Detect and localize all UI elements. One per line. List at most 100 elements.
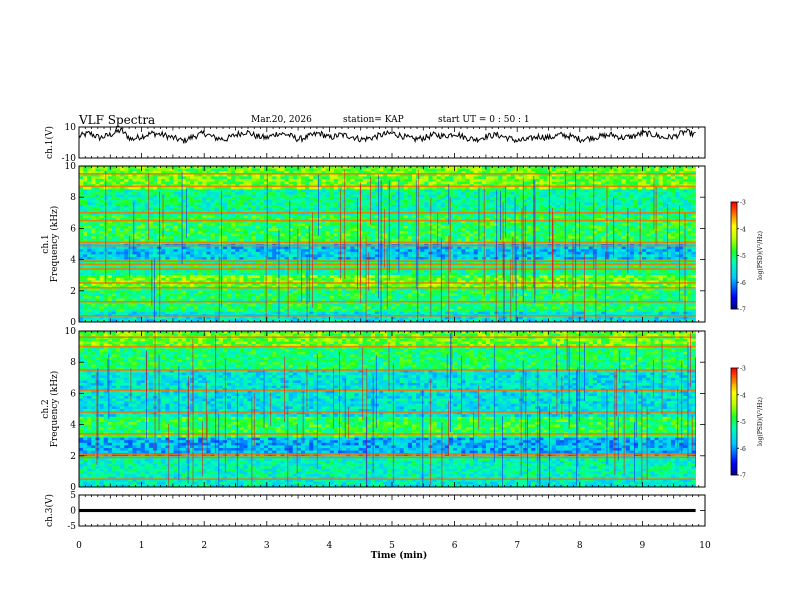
spectrogram-cell <box>152 199 158 203</box>
spectrogram-cell <box>87 186 92 190</box>
spectrogram-cell <box>83 176 88 180</box>
spectrogram-cell <box>625 194 631 198</box>
spectrogram-cell <box>79 192 84 195</box>
spectrogram-cell <box>300 176 306 180</box>
spectrogram-cell <box>387 173 392 177</box>
spectrogram-cell <box>629 194 635 198</box>
spectrogram-cell <box>564 179 569 182</box>
spectrogram-cell <box>444 166 450 169</box>
spectrogram-cell <box>128 173 133 177</box>
spectrogram-cell <box>243 233 248 237</box>
spectrogram-cell <box>383 171 388 175</box>
spectrogram-cell <box>169 181 174 185</box>
spectrogram-cell <box>243 212 248 216</box>
spectrogram-cell <box>305 181 310 185</box>
spectrogram-cell <box>235 176 240 180</box>
spectrogram-cell <box>263 236 269 240</box>
spectrogram-cell <box>111 218 117 221</box>
spectrogram-cell <box>165 186 170 190</box>
spectrogram-cell <box>465 233 470 237</box>
spectrogram-cell <box>477 202 483 206</box>
spectrogram-cell <box>354 246 359 250</box>
spectrogram-cell <box>506 218 511 221</box>
spectrogram-cell <box>518 231 524 234</box>
spectrogram-cell <box>214 176 220 180</box>
spectrogram-cell <box>206 173 211 177</box>
spectrogram-cell <box>650 166 655 169</box>
spectrogram-cell <box>448 238 454 242</box>
spectrogram-cell <box>601 223 606 227</box>
spectrogram-cell <box>111 212 117 216</box>
spectrogram-cell <box>477 168 483 172</box>
spectrogram-cell <box>83 218 88 221</box>
spectrogram-cell <box>116 168 121 172</box>
spectrogram-cell <box>453 246 458 250</box>
spectrogram-cell <box>300 238 306 242</box>
spectrogram-cell <box>576 246 581 250</box>
spectrogram-cell <box>539 228 544 232</box>
spectrogram-cell <box>642 171 647 175</box>
spectrogram-cell <box>140 205 146 208</box>
y-tick-label: 10 <box>65 123 77 133</box>
spectrogram-cell <box>650 189 655 193</box>
spectrogram-cell <box>568 218 573 221</box>
spectrogram-cell <box>543 210 548 214</box>
spectrogram-cell <box>691 215 696 219</box>
spectrogram-cell <box>679 212 684 216</box>
spectrogram-cell <box>580 223 585 227</box>
spectrogram-cell <box>157 186 162 190</box>
spectrogram-cell <box>198 181 203 185</box>
spectrogram-cell <box>555 194 561 198</box>
spectrogram-cell <box>99 215 104 219</box>
spectrogram-cell <box>448 228 454 232</box>
spectrogram-cell <box>383 236 388 240</box>
spectrogram-cell <box>629 192 635 195</box>
spectrogram-cell <box>642 186 647 190</box>
spectrogram-cell <box>469 228 474 232</box>
spectrogram-cell <box>152 228 158 232</box>
spectrogram-cell <box>654 210 659 214</box>
spectrogram-cell <box>584 194 590 198</box>
spectrogram-cell <box>564 176 569 180</box>
spectrogram-cell <box>535 171 540 175</box>
spectrogram-cell <box>107 168 113 172</box>
spectrogram-cell <box>169 212 174 216</box>
spectrogram-cell <box>633 186 639 190</box>
spectrogram-cell <box>79 220 84 224</box>
spectrogram-cell <box>448 197 454 201</box>
spectrogram-cell <box>646 202 651 206</box>
spectrogram-cell <box>185 176 191 180</box>
spectrogram-cell <box>646 215 651 219</box>
spectrogram-cell <box>218 207 224 211</box>
spectrogram-cell <box>621 212 627 216</box>
spectrogram-cell <box>411 207 417 211</box>
spectrogram-cell <box>124 218 129 221</box>
spectrogram-cell <box>206 186 211 190</box>
spectrogram-cell <box>313 166 318 169</box>
spectrogram-cell <box>366 225 372 229</box>
spectrogram-cell <box>448 173 454 177</box>
spectrogram-cell <box>670 176 676 180</box>
spectrogram-cell <box>403 212 409 216</box>
spectrogram-cell <box>206 202 211 206</box>
spectrogram-cell <box>284 192 289 195</box>
spectrogram-cell <box>91 215 96 219</box>
spectrogram-cell <box>469 171 474 175</box>
spectrogram-cell <box>527 238 532 242</box>
spectrogram-cell <box>518 228 524 232</box>
spectrogram-cell <box>189 238 195 242</box>
spectrogram-cell <box>116 233 121 237</box>
spectrogram-cell <box>95 207 100 211</box>
spectrogram-cell <box>436 194 442 198</box>
spectrogram-cell <box>124 220 129 224</box>
spectrogram-cell <box>477 210 483 214</box>
spectrogram-cell <box>255 225 261 229</box>
spectrogram-cell <box>206 192 211 195</box>
spectrogram-cell <box>432 207 437 211</box>
spectrogram-cell <box>132 220 137 224</box>
spectrogram-cell <box>518 166 524 169</box>
spectrogram-cell <box>605 179 610 182</box>
spectrogram-cell <box>580 197 585 201</box>
spectrogram-cell <box>263 225 269 229</box>
spectrogram-cell <box>403 207 409 211</box>
